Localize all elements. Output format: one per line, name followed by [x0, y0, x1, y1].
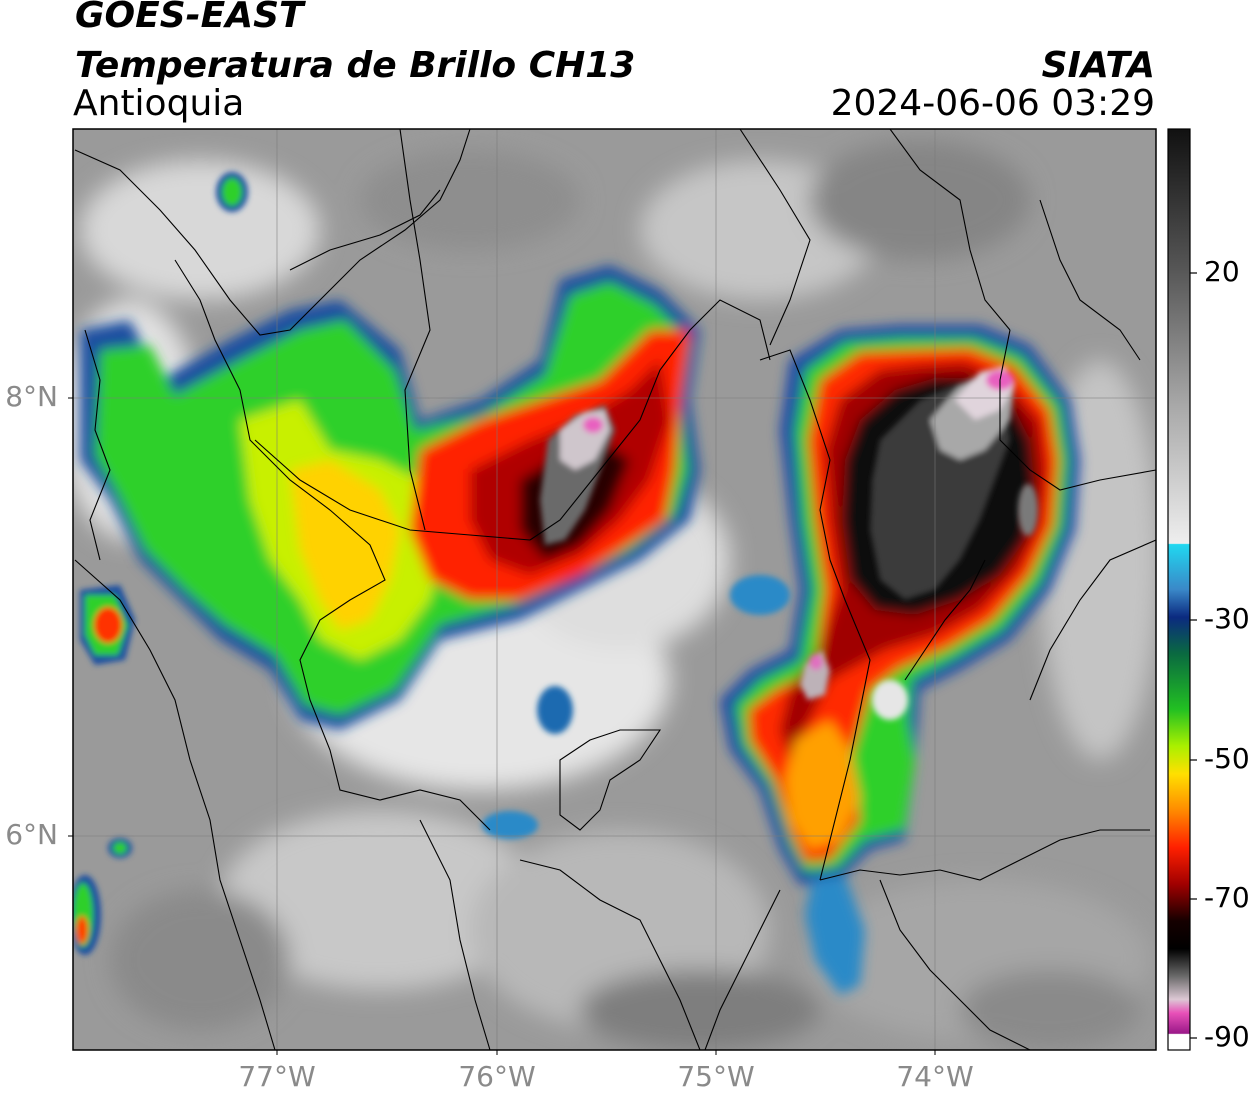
colorbar-tick-minus90: -90: [1204, 1020, 1250, 1053]
product-title: Temperatura de Brillo CH13: [75, 45, 636, 86]
timestamp-label: 2024-06-06 03:29: [830, 83, 1155, 124]
lon-label-74w: 74°W: [896, 1060, 974, 1093]
political-borders: [74, 129, 1156, 1050]
colorbar: [1168, 129, 1190, 1050]
region-label: Antioquia: [73, 83, 245, 124]
brand-label: SIATA: [1041, 45, 1155, 86]
colorbar-tick-minus50: -50: [1204, 742, 1250, 775]
colorbar-tick-minus30: -30: [1204, 602, 1250, 635]
lat-label-8n: 8°N: [5, 380, 58, 413]
lon-label-75w: 75°W: [677, 1060, 755, 1093]
imagery-layer: [73, 129, 1156, 1050]
colorbar-frame: [1167, 128, 1191, 1051]
lat-label-6n: 6°N: [5, 818, 58, 851]
map-frame: [72, 128, 1157, 1051]
lon-label-77w: 77°W: [238, 1060, 316, 1093]
satellite-title: GOES-EAST: [75, 0, 304, 36]
colorbar-tick-20: 20: [1204, 255, 1240, 288]
colorbar-tick-minus70: -70: [1204, 881, 1250, 914]
graticule: [73, 129, 1156, 1050]
lon-label-76w: 76°W: [458, 1060, 536, 1093]
